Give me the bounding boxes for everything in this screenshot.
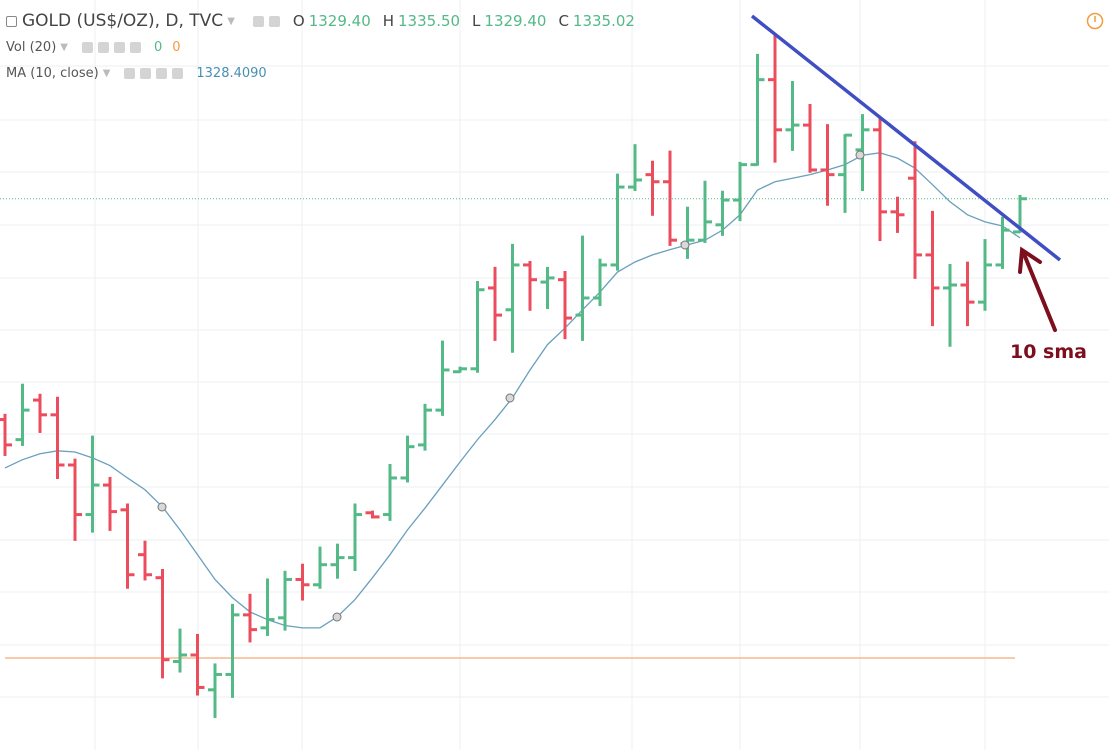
dropdown[interactable]: ▼ [102, 68, 111, 79]
vol-name: Vol (20) [6, 40, 57, 55]
icon[interactable] [113, 42, 125, 53]
icon[interactable] [129, 42, 141, 53]
icon[interactable] [97, 42, 109, 53]
h-label: H [382, 12, 395, 30]
collapse-icon[interactable] [6, 15, 17, 27]
h-value: 1335.50 [398, 12, 461, 30]
ma-name: MA (10, close) [6, 66, 99, 81]
ma-value: 1328.4090 [196, 66, 267, 81]
o-value: 1329.40 [308, 12, 371, 30]
ma-line [4, 152, 1021, 629]
annotation: 10 sma [1010, 341, 1087, 363]
icon[interactable] [140, 68, 152, 79]
dropdown[interactable]: ▼ [227, 15, 235, 27]
icon[interactable] [156, 68, 168, 79]
trend-line [750, 14, 1062, 262]
arrow [1018, 246, 1057, 332]
icon[interactable] [124, 68, 136, 79]
ma-row: MA (10, close) ▼ 1328.4090 [6, 66, 267, 81]
header-row: GOLD (US$/OZ), D, TVC ▼ O 1329.40 H 1335.5… [6, 11, 635, 31]
plot [0, 33, 1109, 718]
c-label: C [558, 12, 569, 30]
vol-row: Vol (20) ▼ 0 0 [6, 40, 181, 55]
vol-value: 0 [172, 40, 181, 55]
icon[interactable] [172, 68, 184, 79]
ma-markers [157, 150, 865, 622]
icon[interactable] [81, 42, 93, 53]
l-value: 1329.40 [484, 12, 547, 30]
symbol: GOLD (US$/OZ), D, TVC [22, 11, 224, 31]
c-value: 1335.02 [572, 12, 635, 30]
dropdown[interactable]: ▼ [60, 42, 68, 53]
vol-value: 0 [153, 40, 163, 55]
o-label: O [292, 12, 305, 30]
alert-icon[interactable] [1086, 12, 1104, 30]
icon[interactable] [252, 15, 264, 27]
l-label: L [472, 12, 481, 30]
icon[interactable] [268, 15, 280, 27]
